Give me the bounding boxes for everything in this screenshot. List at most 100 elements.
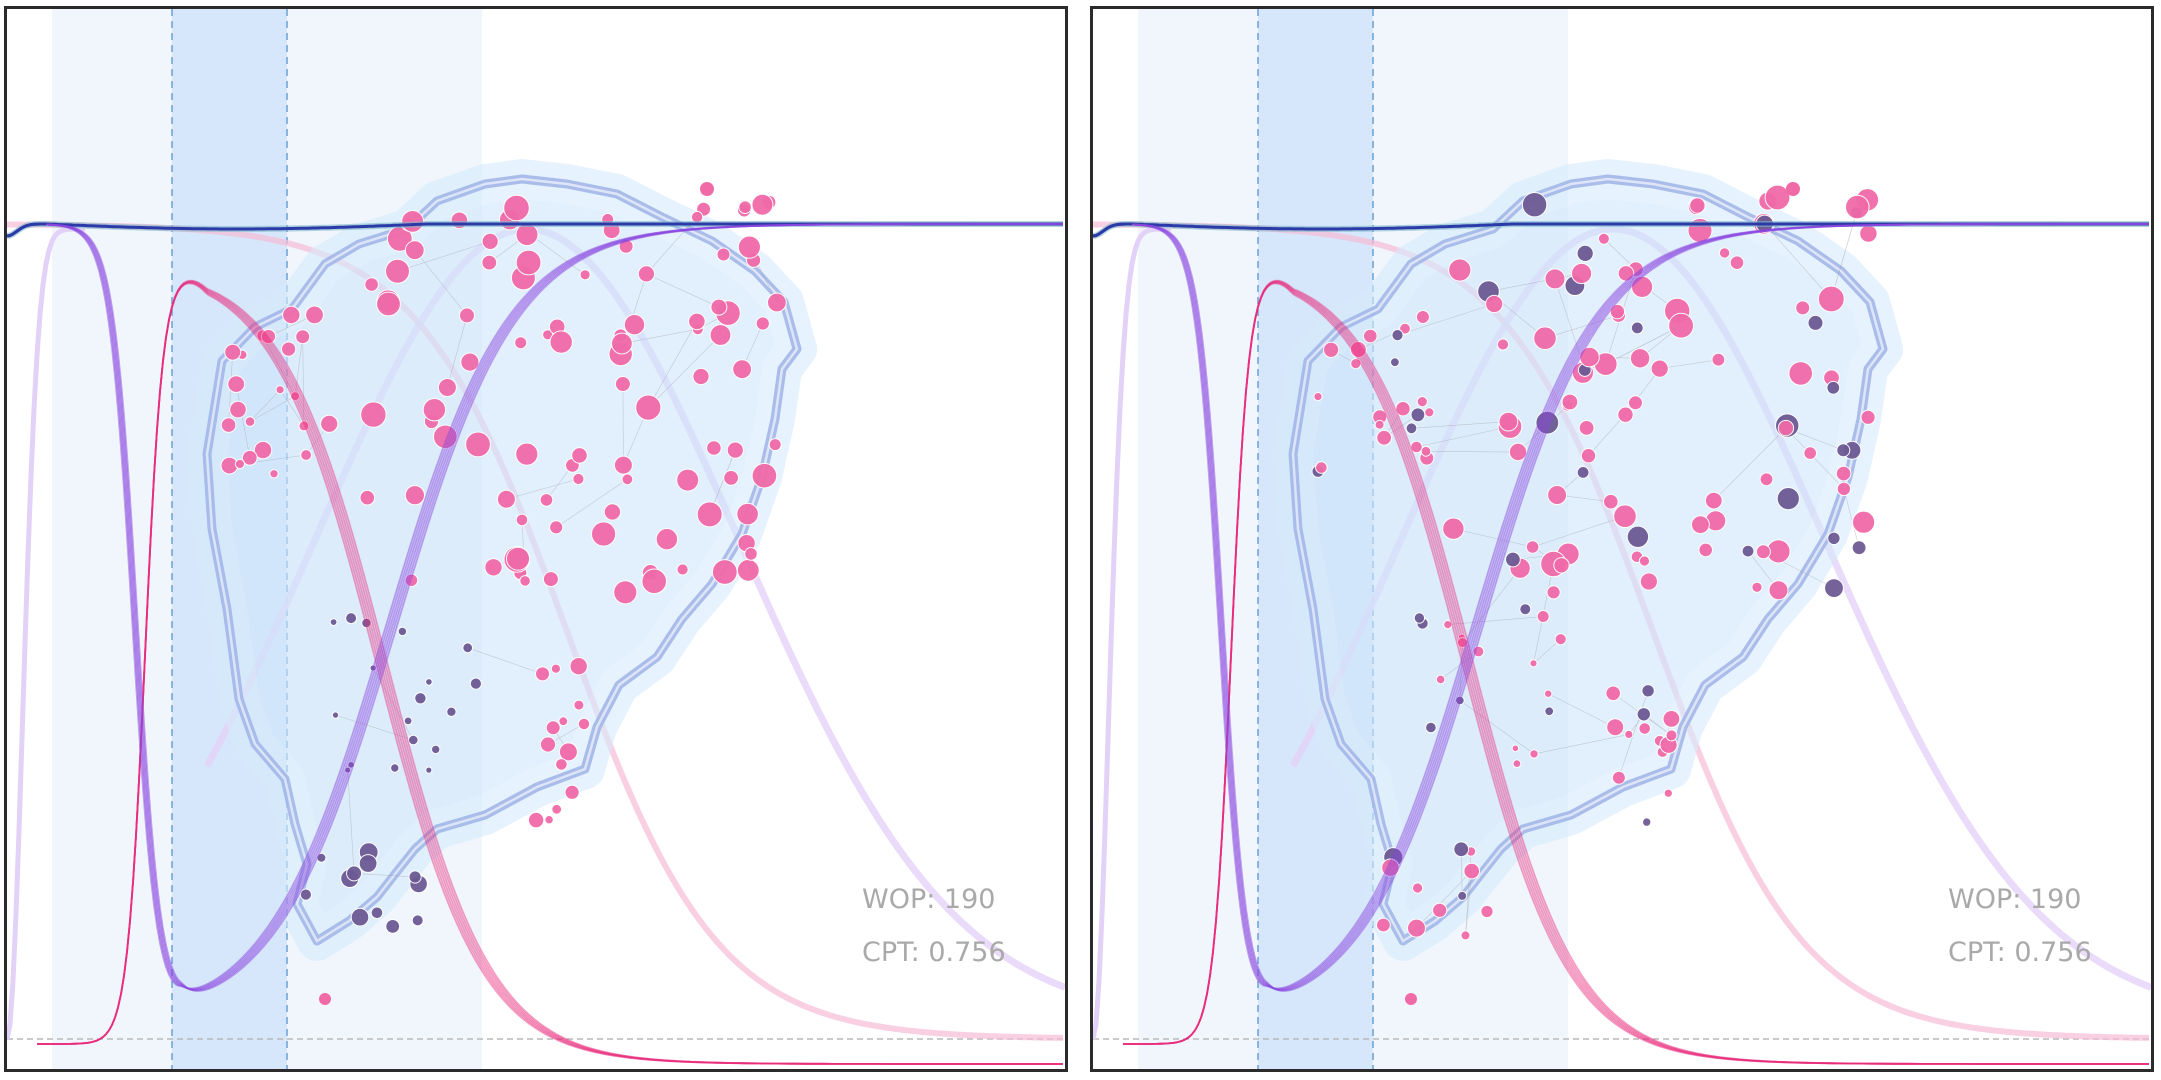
network-node bbox=[515, 513, 529, 527]
network-node bbox=[1711, 352, 1726, 367]
network-node bbox=[1827, 531, 1841, 545]
network-node bbox=[234, 458, 245, 470]
network-node bbox=[1546, 585, 1561, 600]
network-node bbox=[571, 447, 588, 464]
network-node bbox=[425, 678, 433, 686]
network-node bbox=[635, 394, 662, 421]
network-node bbox=[408, 734, 419, 746]
network-node bbox=[1443, 620, 1453, 630]
network-node bbox=[1416, 396, 1428, 408]
cpt-label: CPT: 0.756 bbox=[862, 937, 1006, 968]
network-node bbox=[514, 336, 528, 350]
network-node bbox=[459, 307, 475, 324]
network-node bbox=[1639, 572, 1659, 591]
network-node bbox=[710, 298, 728, 316]
network-node bbox=[1611, 770, 1626, 785]
network-node bbox=[1374, 419, 1385, 430]
network-node bbox=[539, 493, 554, 507]
network-node bbox=[1835, 465, 1852, 482]
network-node bbox=[572, 472, 585, 486]
network-node bbox=[320, 414, 339, 433]
network-node bbox=[1529, 659, 1538, 668]
network-node bbox=[1689, 197, 1706, 214]
network-node bbox=[1496, 338, 1510, 351]
network-node bbox=[1638, 722, 1652, 735]
right-panel: WOP: 190 CPT: 0.756 bbox=[1090, 6, 2154, 1072]
network-node bbox=[1453, 841, 1470, 858]
network-node bbox=[385, 258, 410, 284]
network-node bbox=[1432, 902, 1448, 918]
network-node bbox=[1852, 510, 1876, 534]
network-node bbox=[300, 449, 313, 461]
network-node bbox=[676, 563, 689, 576]
network-node bbox=[1776, 487, 1800, 511]
cpt-label: CPT: 0.756 bbox=[1948, 937, 2092, 968]
network-node bbox=[545, 720, 561, 736]
network-node bbox=[1603, 493, 1619, 510]
network-node bbox=[1571, 262, 1593, 285]
network-node bbox=[1636, 707, 1651, 722]
network-node bbox=[1533, 326, 1557, 351]
network-node bbox=[506, 546, 530, 571]
network-node bbox=[1606, 718, 1625, 737]
network-node bbox=[1508, 442, 1528, 462]
network-node bbox=[275, 385, 285, 395]
network-node bbox=[437, 378, 457, 397]
network-node bbox=[641, 568, 668, 595]
network-node bbox=[1405, 422, 1418, 435]
network-node bbox=[1817, 285, 1845, 313]
wop-label: WOP: 190 bbox=[862, 884, 996, 915]
network-node bbox=[549, 520, 564, 535]
network-node bbox=[1630, 321, 1644, 335]
network-node bbox=[519, 575, 531, 587]
network-node bbox=[329, 618, 338, 626]
network-node bbox=[768, 438, 782, 452]
network-node bbox=[425, 766, 433, 774]
network-node bbox=[411, 914, 424, 927]
network-node bbox=[1536, 610, 1550, 623]
network-node bbox=[1824, 578, 1844, 598]
network-node bbox=[1390, 357, 1400, 368]
network-node bbox=[1663, 788, 1673, 798]
network-node bbox=[564, 784, 580, 800]
left-panel: WOP: 190 CPT: 0.756 bbox=[4, 6, 1068, 1072]
network-node bbox=[1851, 540, 1867, 556]
network-node bbox=[282, 305, 301, 325]
network-node bbox=[1424, 407, 1435, 418]
network-node bbox=[414, 692, 427, 705]
network-node bbox=[1410, 440, 1423, 454]
network-node bbox=[558, 742, 578, 762]
network-node bbox=[1698, 542, 1714, 558]
network-node bbox=[1315, 461, 1328, 474]
network-node bbox=[1480, 904, 1494, 919]
network-node bbox=[1350, 358, 1362, 370]
network-node bbox=[535, 666, 550, 682]
network-node bbox=[692, 367, 710, 386]
network-node bbox=[515, 442, 539, 466]
network-node bbox=[1836, 443, 1851, 458]
network-node bbox=[1415, 310, 1430, 324]
network-node bbox=[723, 470, 739, 486]
network-node bbox=[711, 559, 738, 585]
network-node bbox=[1395, 401, 1411, 417]
network-node bbox=[1376, 917, 1391, 933]
network-node bbox=[676, 468, 700, 492]
network-node bbox=[1420, 445, 1432, 457]
network-node bbox=[1547, 485, 1568, 505]
network-node bbox=[1642, 817, 1652, 827]
network-node bbox=[345, 612, 358, 625]
network-node bbox=[281, 341, 297, 357]
network-node bbox=[1576, 466, 1590, 479]
network-node bbox=[269, 469, 279, 479]
network-node bbox=[385, 919, 401, 934]
network-node bbox=[755, 316, 770, 331]
network-node bbox=[1521, 192, 1548, 218]
network-node bbox=[688, 312, 706, 331]
network-node bbox=[359, 489, 376, 506]
network-node bbox=[1826, 380, 1841, 395]
network-node bbox=[1764, 184, 1791, 211]
network-node bbox=[732, 359, 752, 380]
network-node bbox=[1498, 411, 1519, 432]
network-node bbox=[1363, 328, 1378, 344]
network-node bbox=[1485, 294, 1504, 314]
